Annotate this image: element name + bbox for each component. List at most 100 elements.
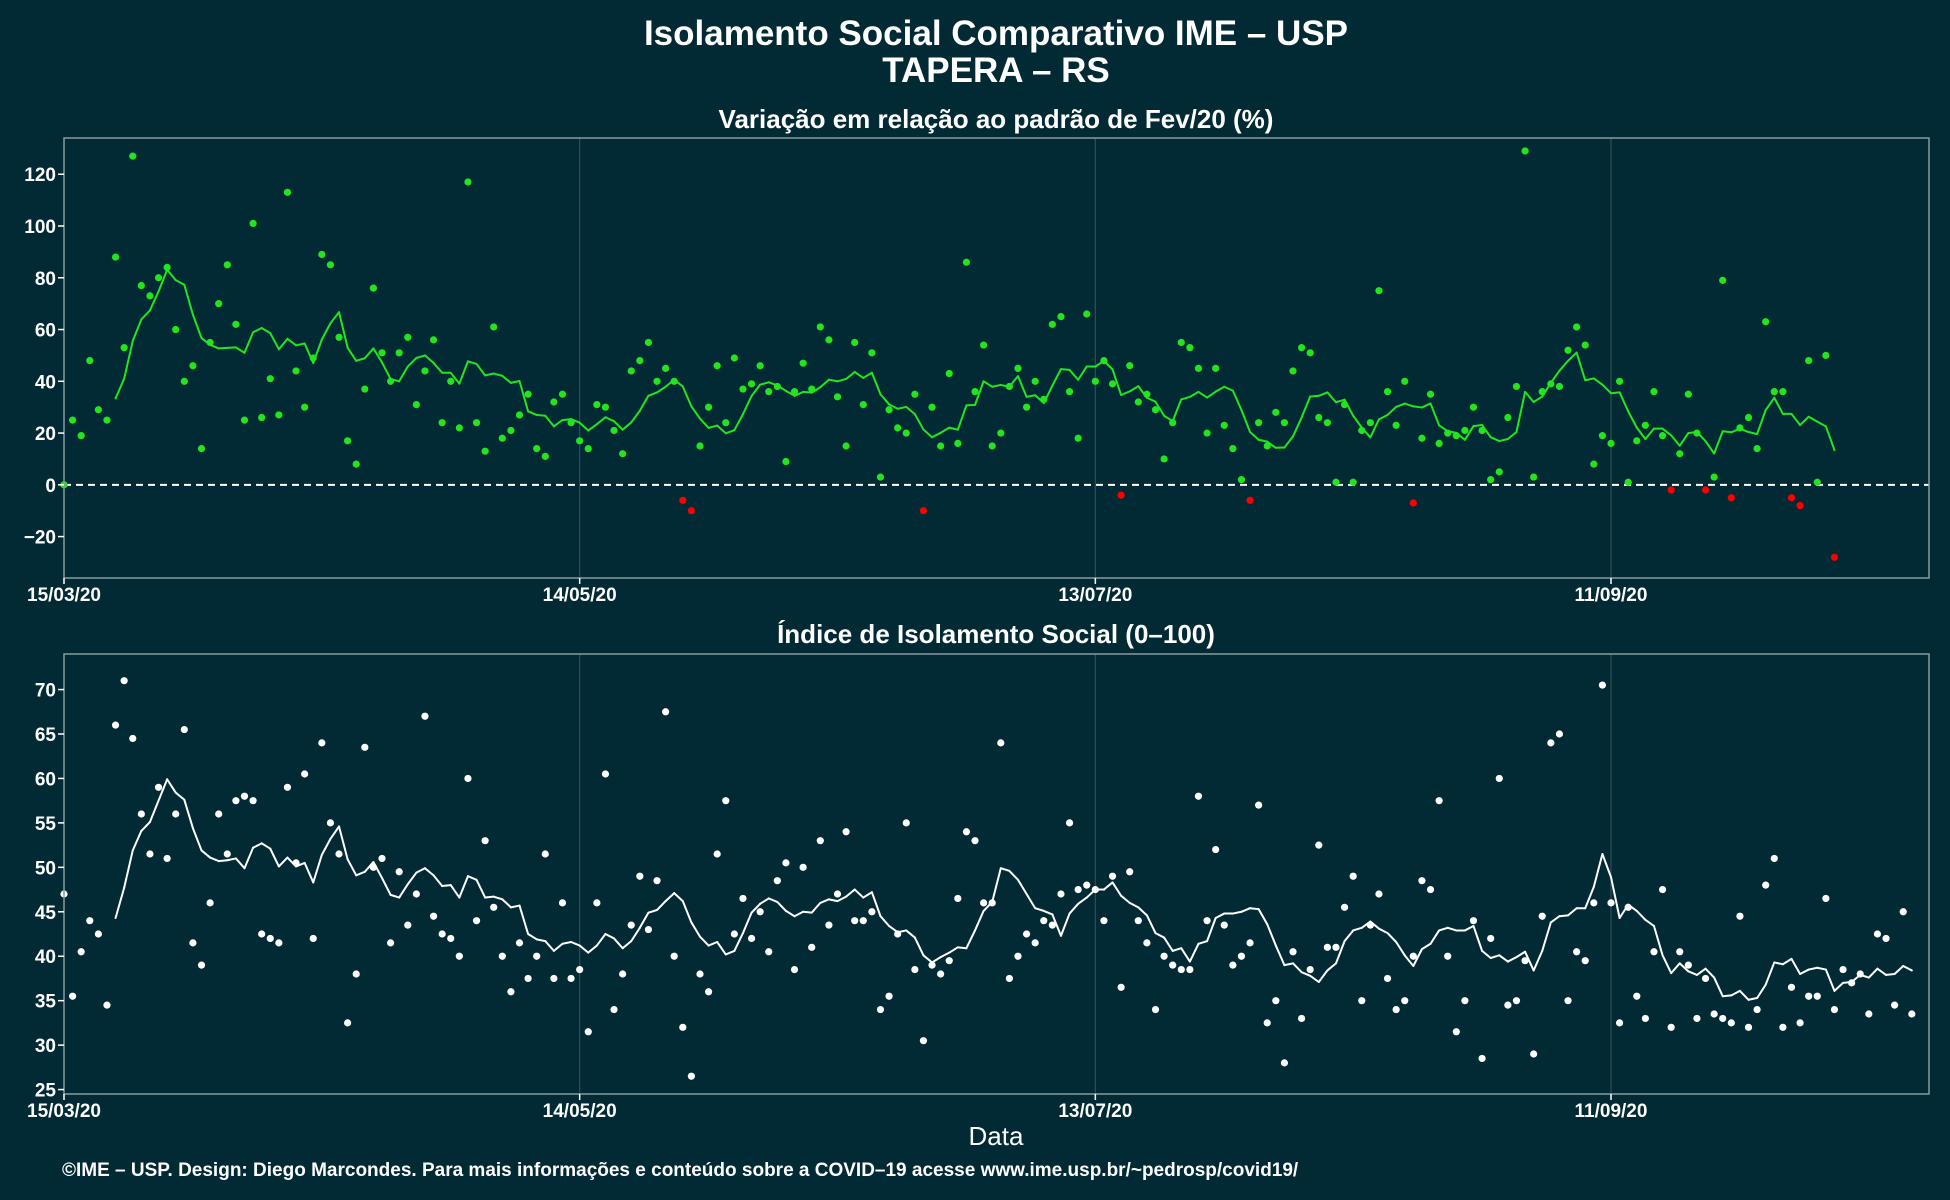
figure-title-line2: TAPERA – RS — [882, 51, 1110, 90]
index-point — [1100, 917, 1108, 925]
index-point — [1710, 1010, 1718, 1018]
variation-point — [283, 188, 292, 196]
variation-point — [653, 377, 661, 385]
index-moving-average-segment — [793, 910, 805, 918]
index-moving-average-segment — [148, 799, 160, 823]
variation-point — [232, 320, 240, 328]
variation-y-tick-label: 40 — [35, 372, 56, 393]
variation-point — [386, 377, 395, 385]
index-point — [1126, 868, 1134, 876]
variation-point — [421, 367, 429, 375]
index-moving-average-segment — [1206, 917, 1217, 943]
variation-point — [197, 444, 206, 453]
index-moving-average-segment — [1429, 929, 1441, 945]
index-moving-average-segment — [999, 867, 1011, 872]
index-moving-average-segment — [363, 861, 375, 873]
variation-moving-average-segment — [501, 374, 512, 384]
index-point — [816, 837, 824, 845]
variation-moving-average-segment — [759, 381, 770, 386]
variation-moving-average-segment — [836, 377, 848, 383]
index-moving-average-segment — [716, 941, 727, 956]
variation-moving-average-segment — [613, 420, 624, 431]
index-moving-average-segment — [527, 933, 538, 941]
variation-x-tick-label: 15/03/20 — [27, 585, 101, 606]
index-moving-average-segment — [1051, 913, 1062, 937]
index-point — [1693, 1014, 1701, 1023]
index-point — [146, 850, 154, 858]
index-point — [1272, 997, 1280, 1005]
index-point — [429, 912, 438, 920]
index-point — [172, 810, 180, 818]
variation-point — [1289, 367, 1297, 375]
index-moving-average-segment — [1824, 968, 1836, 992]
variation-point — [404, 333, 412, 341]
index-point — [876, 1005, 885, 1014]
variation-moving-average-segment — [406, 357, 418, 368]
index-point — [902, 819, 910, 827]
index-point — [1899, 908, 1907, 916]
variation-point — [86, 356, 94, 365]
variation-point — [825, 336, 833, 344]
index-moving-average-segment — [1438, 926, 1449, 932]
index-point — [1022, 930, 1031, 938]
index-moving-average-segment — [1747, 997, 1759, 1001]
index-moving-average-segment — [1661, 954, 1673, 975]
variation-panel-title: Variação em relação ao padrão de Fev/20 … — [719, 104, 1274, 134]
index-point — [842, 828, 850, 836]
index-point — [1796, 1019, 1804, 1027]
index-moving-average-segment — [1395, 941, 1406, 957]
index-moving-average-segment — [234, 857, 246, 870]
index-moving-average-segment — [166, 778, 177, 794]
variation-moving-average-segment — [724, 429, 736, 435]
index-moving-average-segment — [1481, 949, 1492, 959]
variation-point — [1229, 444, 1237, 453]
variation-moving-average-segment — [1309, 394, 1320, 398]
variation-moving-average-segment — [1395, 402, 1406, 408]
index-point — [1581, 957, 1589, 965]
index-moving-average-segment — [1721, 994, 1733, 998]
index-point — [1461, 997, 1469, 1005]
index-moving-average-segment — [243, 846, 255, 870]
variation-moving-average-segment — [716, 424, 727, 435]
variation-moving-average-segment — [991, 383, 1002, 388]
index-moving-average-segment — [1120, 894, 1131, 904]
variation-point — [842, 442, 850, 450]
variation-point — [945, 369, 953, 378]
index-point — [68, 992, 77, 1000]
variation-point — [1134, 398, 1142, 406]
index-moving-average-segment — [544, 940, 555, 952]
index-moving-average-segment — [1781, 957, 1793, 966]
variation-moving-average-segment — [956, 404, 968, 431]
variation-point — [137, 281, 145, 290]
variation-point — [189, 362, 197, 370]
variation-point — [1787, 494, 1796, 502]
variation-point — [1581, 341, 1589, 349]
index-moving-average-segment — [552, 942, 564, 952]
variation-x-tick-label: 11/09/20 — [1575, 585, 1648, 606]
index-moving-average-segment — [1584, 885, 1595, 910]
index-moving-average-segment — [1876, 967, 1888, 976]
index-moving-average-segment — [759, 897, 770, 905]
index-point — [550, 974, 558, 983]
index-point — [498, 952, 506, 960]
variation-moving-average-segment — [1472, 424, 1484, 428]
index-point — [919, 1037, 928, 1045]
variation-moving-average-segment — [1300, 395, 1312, 419]
variation-point — [1521, 147, 1529, 155]
variation-point — [1564, 346, 1572, 354]
variation-moving-average-segment — [1326, 391, 1337, 404]
index-point — [1332, 943, 1340, 951]
variation-moving-average-segment — [277, 337, 289, 351]
index-point — [490, 903, 498, 911]
variation-point — [1126, 362, 1134, 370]
index-point — [1530, 1050, 1538, 1058]
variation-point — [799, 359, 807, 367]
index-point — [386, 939, 395, 947]
variation-point — [472, 419, 481, 427]
variation-point — [928, 403, 936, 411]
index-point — [1607, 899, 1615, 907]
index-point — [1882, 934, 1890, 943]
variation-y-tick-label: −20 — [24, 528, 56, 549]
index-moving-average-segment — [1059, 912, 1071, 937]
